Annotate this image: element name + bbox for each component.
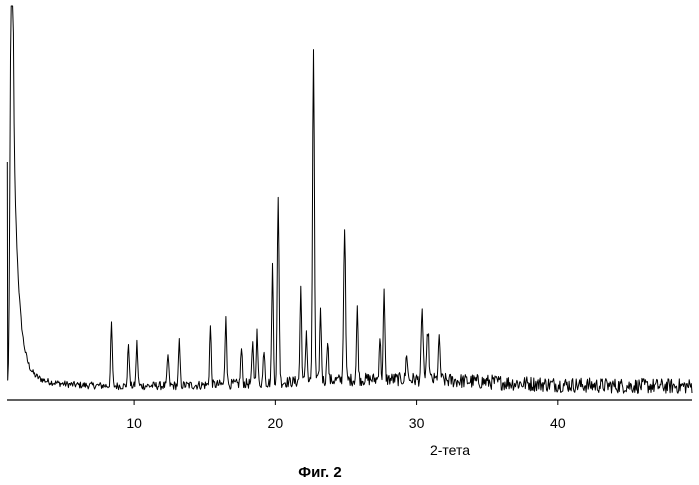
x-ticks: 10 20 30 40 xyxy=(126,400,565,431)
x-tick-label: 20 xyxy=(268,415,284,431)
x-tick-label: 10 xyxy=(126,415,142,431)
diffraction-trace xyxy=(7,6,692,393)
x-axis-label: 2-тета xyxy=(430,442,470,458)
x-tick-label: 40 xyxy=(550,415,566,431)
plot-area: 10 20 30 40 xyxy=(7,6,692,431)
figure-caption: Фиг. 2 xyxy=(298,464,341,481)
x-tick-label: 30 xyxy=(409,415,425,431)
